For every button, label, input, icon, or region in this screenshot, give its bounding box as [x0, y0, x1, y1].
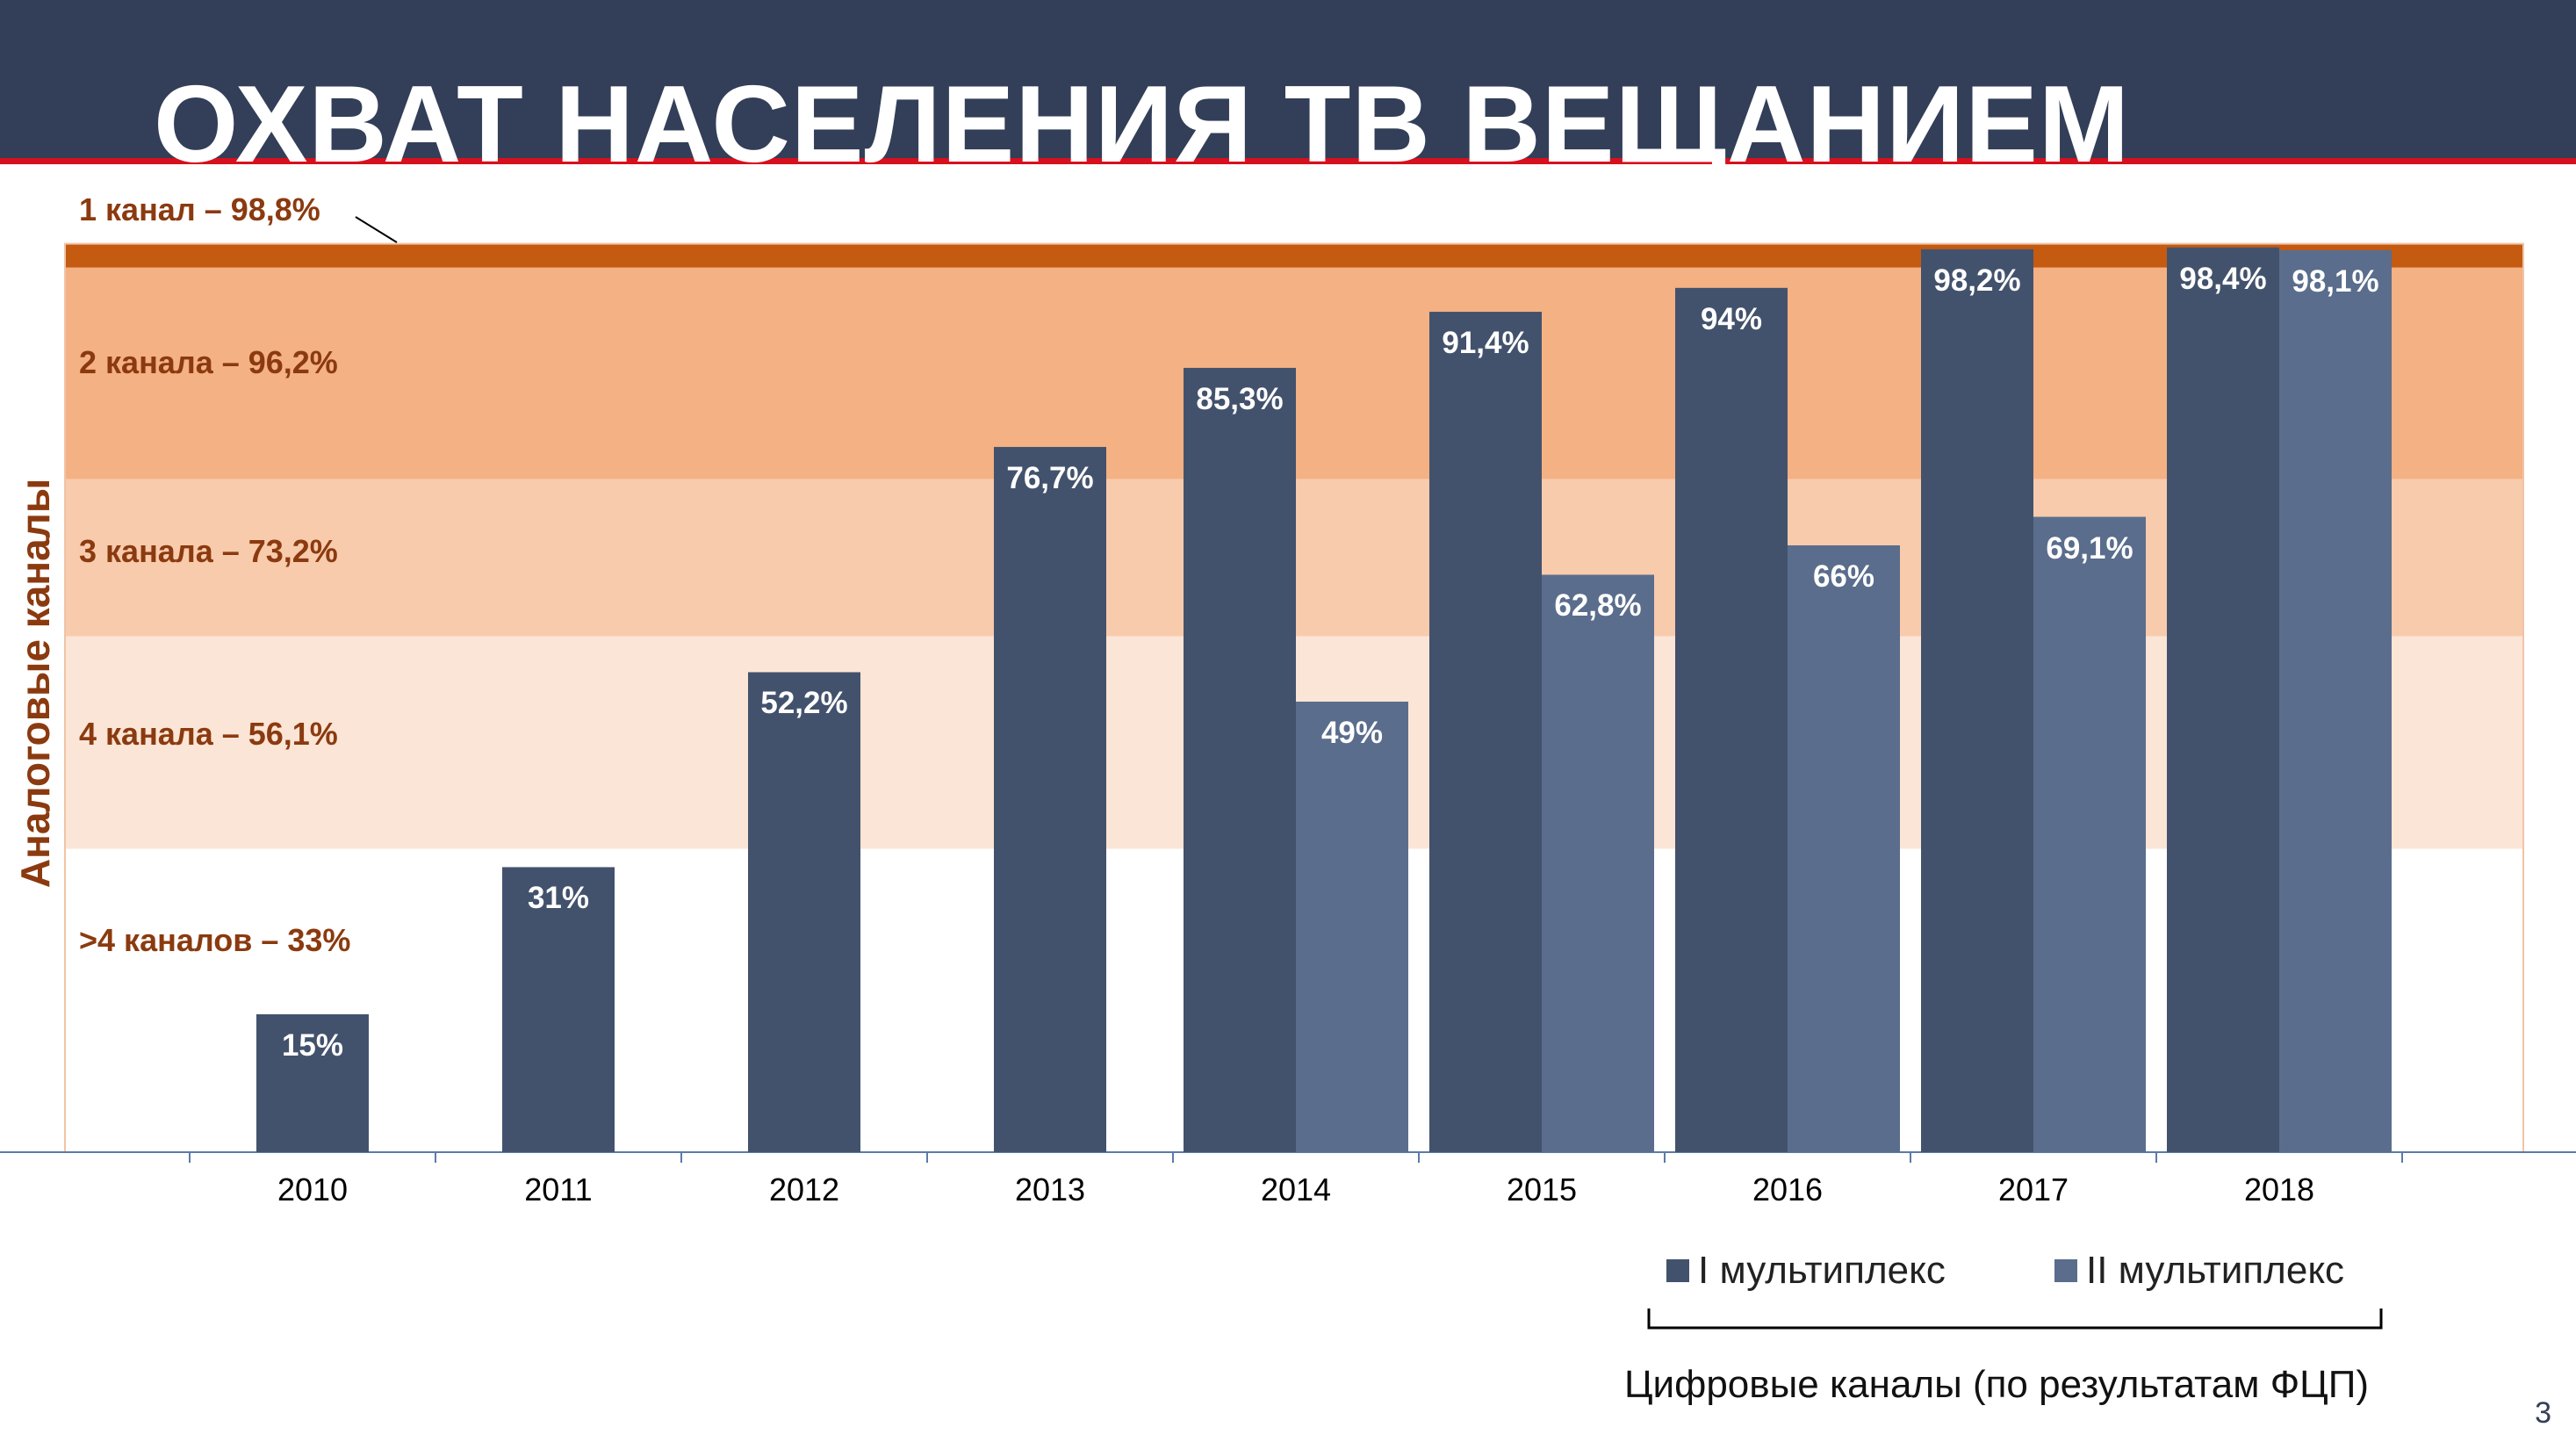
analog-leader-line [355, 216, 398, 243]
bar-mux1-2017 [1921, 249, 2033, 1153]
x-tick-label: 2018 [2243, 1171, 2315, 1208]
bar-mux1-2014 [1184, 367, 1296, 1152]
data-label-mux2: 66% [1812, 559, 1875, 594]
data-label-mux2: 98,1% [2292, 263, 2379, 299]
digital-channels-bracket [1647, 1308, 2383, 1330]
analog-label-3-channels: 3 канала – 73,2% [79, 533, 338, 569]
data-label-mux1: 85,3% [1196, 381, 1284, 416]
bar-mux1-2015 [1429, 312, 1542, 1152]
x-tick-label: 2013 [1014, 1171, 1086, 1208]
y-axis-title: Аналоговые каналы [12, 478, 58, 889]
data-label-mux1: 15% [281, 1027, 344, 1063]
analog-band-1 [65, 243, 2523, 268]
x-tick-label: 2016 [1752, 1171, 1824, 1208]
bar-mux1-2013 [994, 446, 1106, 1152]
data-label-mux1: 98,2% [1933, 263, 2021, 298]
page-number: 3 [2535, 1396, 2551, 1430]
x-tick-label: 2010 [277, 1171, 349, 1208]
page-title: ОХВАТ НАСЕЛЕНИЯ ТВ ВЕЩАНИЕМ [154, 64, 2131, 185]
data-label-mux2: 69,1% [2046, 530, 2133, 566]
data-label-mux1: 91,4% [1442, 326, 1529, 361]
x-tick-label: 2014 [1260, 1171, 1332, 1208]
analog-label-2-channels: 2 канала – 96,2% [79, 344, 338, 380]
legend-mux1: I мультиплекс [1666, 1249, 1946, 1293]
analog-label-4-channels: 4 канала – 56,1% [79, 716, 338, 752]
x-tick-label: 2012 [768, 1171, 840, 1208]
analog-label-1-channel: 1 канал – 98,8% [79, 191, 320, 227]
x-tick-label: 2017 [1997, 1171, 2069, 1208]
header-red-line [0, 158, 2576, 164]
data-label-mux1: 76,7% [1006, 460, 1094, 495]
legend-mux2-swatch [2054, 1259, 2077, 1282]
analog-label-more-channels: >4 каналов – 33% [79, 922, 351, 958]
bar-mux1-2010 [256, 1013, 369, 1152]
bar-mux2-2016 [1788, 544, 1900, 1152]
bar-mux1-2011 [502, 867, 615, 1152]
x-tick-label: 2011 [524, 1171, 593, 1208]
legend-mux2-label: II мультиплекс [2086, 1249, 2345, 1292]
digital-channels-caption: Цифровые каналы (по результатам ФЦП) [1624, 1363, 2370, 1406]
legend-mux1-label: I мультиплекс [1698, 1249, 1946, 1292]
bar-mux1-2012 [748, 672, 860, 1152]
bar-mux2-2015 [1542, 574, 1654, 1152]
data-label-mux1: 94% [1700, 301, 1763, 336]
x-tick-label: 2015 [1506, 1171, 1578, 1208]
data-label-mux1: 52,2% [760, 686, 848, 721]
bar-mux2-2014 [1296, 701, 1408, 1152]
legend-mux1-swatch [1666, 1259, 1689, 1282]
bar-mux2-2017 [2033, 516, 2146, 1152]
data-label-mux1: 31% [527, 881, 590, 916]
bar-mux1-2016 [1675, 287, 1788, 1152]
bar-mux1-2018 [2167, 247, 2279, 1153]
data-label-mux1: 98,4% [2179, 261, 2267, 296]
bar-mux2-2018 [2279, 249, 2392, 1152]
legend-mux2: II мультиплекс [2054, 1249, 2344, 1293]
data-label-mux2: 62,8% [1554, 588, 1642, 624]
data-label-mux2: 49% [1320, 715, 1384, 750]
header-band [0, 0, 2576, 158]
